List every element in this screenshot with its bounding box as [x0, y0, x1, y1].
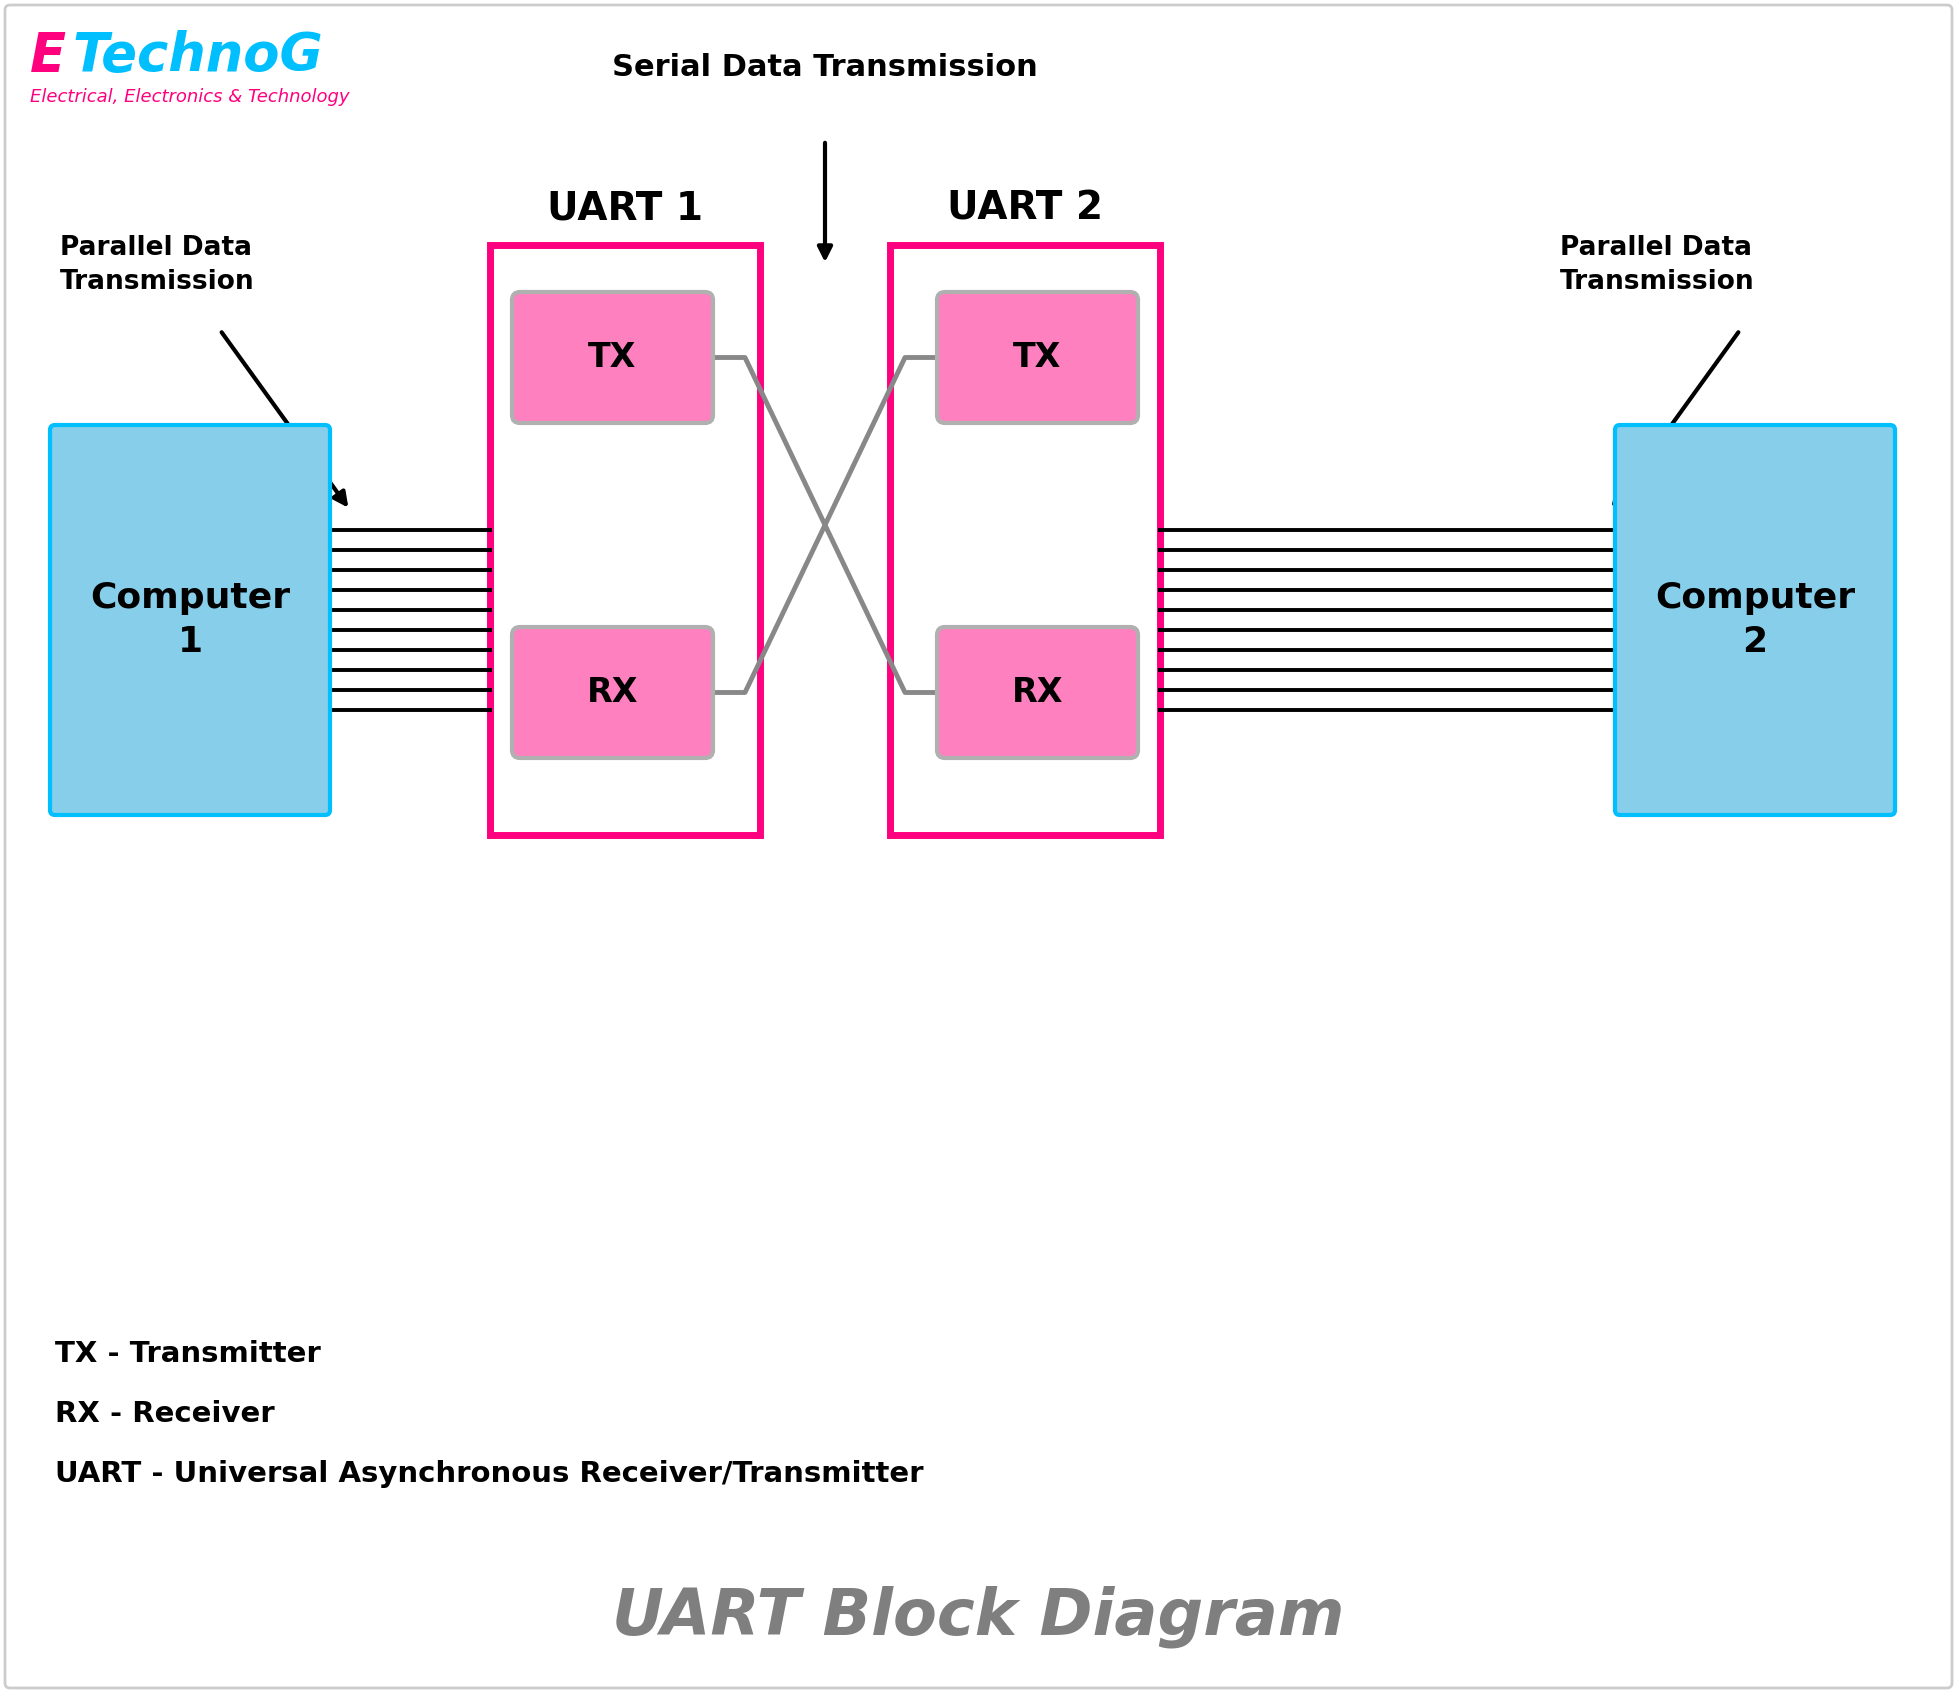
FancyBboxPatch shape: [489, 245, 759, 835]
Text: Computer
2: Computer 2: [1656, 581, 1855, 659]
Text: E: E: [29, 30, 67, 81]
FancyBboxPatch shape: [513, 291, 712, 423]
Text: Computer
1: Computer 1: [90, 581, 290, 659]
Text: UART 1: UART 1: [548, 190, 703, 227]
FancyBboxPatch shape: [1615, 425, 1894, 814]
Text: TX: TX: [1014, 340, 1063, 374]
Text: RX: RX: [587, 676, 638, 709]
FancyBboxPatch shape: [6, 5, 1951, 1688]
Text: UART 2: UART 2: [947, 190, 1104, 227]
Text: Parallel Data
Transmission: Parallel Data Transmission: [61, 235, 254, 295]
FancyBboxPatch shape: [937, 291, 1139, 423]
FancyBboxPatch shape: [51, 425, 331, 814]
FancyBboxPatch shape: [937, 626, 1139, 758]
Text: UART - Universal Asynchronous Receiver/Transmitter: UART - Universal Asynchronous Receiver/T…: [55, 1459, 924, 1488]
Text: TX - Transmitter: TX - Transmitter: [55, 1339, 321, 1368]
Text: Electrical, Electronics & Technology: Electrical, Electronics & Technology: [29, 88, 350, 107]
FancyBboxPatch shape: [513, 626, 712, 758]
FancyBboxPatch shape: [890, 245, 1161, 835]
Text: Serial Data Transmission: Serial Data Transmission: [613, 52, 1037, 81]
Text: TX: TX: [589, 340, 636, 374]
Text: RX: RX: [1012, 676, 1063, 709]
Text: RX - Receiver: RX - Receiver: [55, 1400, 274, 1427]
Text: UART Block Diagram: UART Block Diagram: [613, 1586, 1344, 1647]
Text: Parallel Data
Transmission: Parallel Data Transmission: [1560, 235, 1755, 295]
Text: TechnoG: TechnoG: [72, 30, 323, 81]
